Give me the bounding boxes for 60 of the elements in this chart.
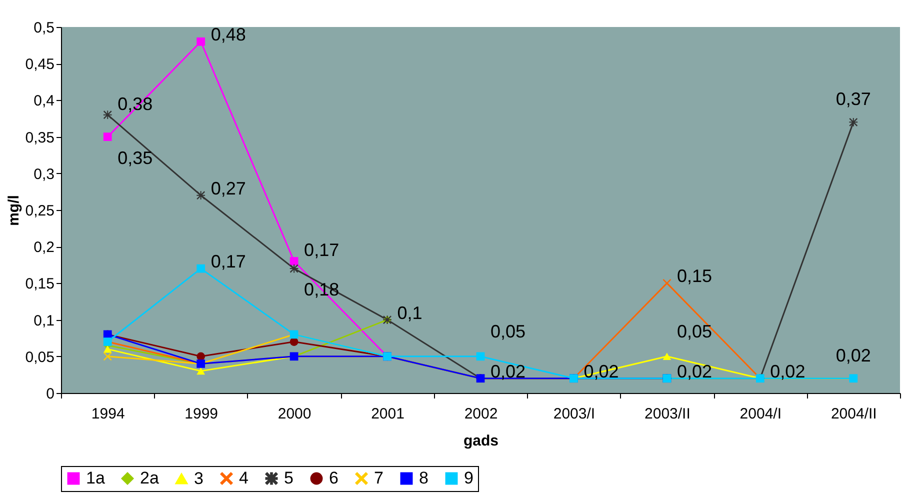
point [196,367,206,375]
y-tick-label: 0,25 [25,202,54,220]
point [103,132,112,141]
annotation: 0,48 [210,24,246,45]
annotation: 0,02 [490,361,526,382]
legend-label: 5 [284,468,294,488]
legend-label: 4 [239,468,248,488]
y-tick-label: 0,15 [25,276,54,293]
annotation: 0,02 [676,361,712,382]
y-tick-label: 0,05 [25,348,54,366]
annotation: 0,17 [304,240,340,260]
legend-label: 8 [419,468,428,488]
y-tick-label: 0,4 [34,92,54,110]
y-tick-label: 0 [46,386,54,402]
x-tick-label: 2001 [371,406,404,422]
point [103,352,112,361]
y-tick-label: 0,2 [34,239,54,256]
y-tick-label: 0,3 [34,166,54,183]
annotation: 0,02 [770,361,806,382]
annotation: 0,15 [676,266,712,286]
y-tick-label: 0,1 [34,312,54,330]
x-tick-label: 2003/I [553,406,596,422]
point [476,352,485,361]
legend-label: 7 [374,468,384,488]
legend-label: 3 [194,468,204,488]
annotation: 0,02 [836,345,871,366]
x-tick-label: 2004/I [740,406,782,422]
legend-label: 6 [329,468,338,488]
y-tick-label: 0,5 [34,20,54,36]
point [662,352,672,360]
x-tick-label: 1999 [184,406,218,422]
legend-label: 2a [140,468,160,488]
point [290,257,298,266]
point [196,352,206,361]
legend-label: 1a [86,468,106,488]
point [196,191,206,200]
annotation: 0,1 [397,302,422,323]
point [290,338,298,346]
point [103,345,112,353]
point [196,264,206,273]
annotation: 0,05 [676,321,712,342]
y-tick-label: 0,35 [25,129,54,146]
point [103,110,112,120]
point [662,279,672,288]
x-tick-label: 2003/II [644,406,690,422]
annotation: 0,17 [210,252,246,272]
legend-label: 9 [464,468,474,488]
annotation: 0,37 [836,89,871,110]
x-tick-label: 1994 [91,406,125,422]
annotation: 0,27 [210,178,246,198]
x-tick-label: 2000 [278,406,312,422]
x-tick-label: 2002 [464,406,498,422]
annotation: 0,05 [490,321,526,342]
x-axis-title: gads [463,432,499,450]
point [196,37,206,46]
x-tick-label: 2004/II [830,406,877,422]
annotation: 0,35 [118,148,153,168]
y-tick-label: 0,45 [25,56,54,74]
point [849,118,858,126]
y-axis-title: mg/l [5,195,22,226]
